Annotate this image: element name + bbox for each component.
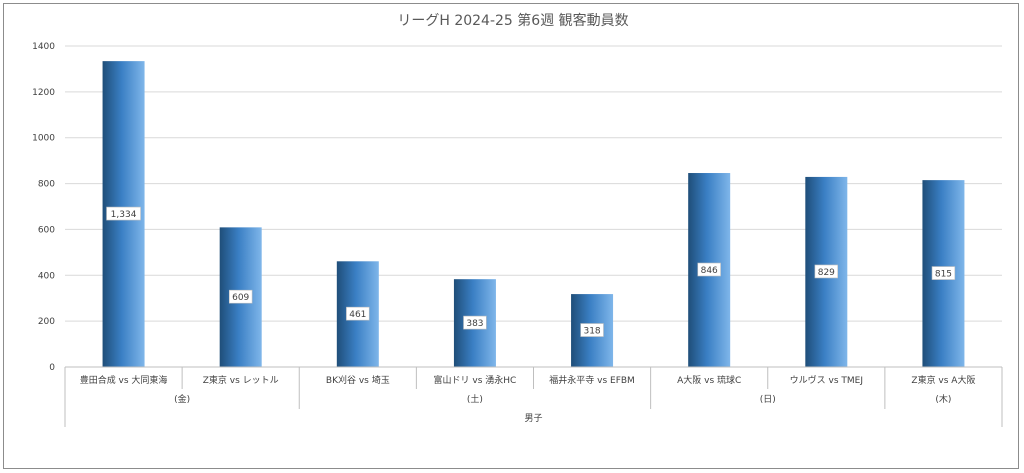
data-label: 1,334 bbox=[111, 210, 137, 220]
y-tick-label: 1400 bbox=[32, 42, 55, 52]
day-group-label: (日) bbox=[760, 394, 776, 405]
day-group-label: (土) bbox=[467, 393, 483, 405]
y-tick-label: 1200 bbox=[32, 88, 55, 98]
data-label-box bbox=[106, 206, 141, 221]
category-label: Z東京 vs A大阪 bbox=[911, 374, 975, 386]
data-label-box bbox=[931, 266, 956, 280]
data-label-box bbox=[580, 323, 604, 337]
category-label: 富山ドリ vs 湧永HC bbox=[434, 374, 517, 386]
data-label-box bbox=[346, 306, 370, 321]
data-label: 383 bbox=[466, 319, 483, 329]
data-label: 815 bbox=[935, 270, 952, 280]
outer-group-label: 男子 bbox=[524, 413, 542, 424]
data-label-box bbox=[814, 264, 839, 279]
data-label-box bbox=[697, 262, 721, 277]
category-label: A大阪 vs 琉球C bbox=[677, 374, 741, 386]
data-label: 461 bbox=[349, 310, 366, 320]
y-tick-label: 400 bbox=[38, 271, 55, 281]
y-tick-label: 1000 bbox=[32, 134, 55, 144]
data-label: 846 bbox=[701, 266, 718, 276]
y-tick-label: 600 bbox=[38, 225, 55, 235]
chart-title: リーグH 2024-25 第6週 観客動員数 bbox=[397, 12, 628, 29]
y-tick-label: 200 bbox=[38, 317, 55, 327]
category-label: 豊田合成 vs 大同東海 bbox=[80, 374, 168, 386]
y-tick-label: 0 bbox=[49, 363, 55, 373]
chart-frame: リーグH 2024-25 第6週 観客動員数 1,334 609 461 383 318… bbox=[3, 3, 1019, 469]
day-group-label: (金) bbox=[174, 393, 190, 405]
day-group-label: (木) bbox=[935, 393, 951, 405]
data-label: 609 bbox=[232, 293, 249, 303]
chart-svg: リーグH 2024-25 第6週 観客動員数 1,334 609 461 383 318… bbox=[32, 12, 1003, 427]
data-label: 829 bbox=[818, 268, 835, 278]
y-tick-label: 800 bbox=[38, 180, 55, 190]
axis-layer: 0 200 400 600 800 1000 1200 1400 豊田合成 vs 大同東海 Z東京… bbox=[32, 42, 1003, 427]
category-label: ウルヴス vs TMEJ bbox=[790, 374, 863, 386]
grid-layer bbox=[65, 45, 1002, 322]
category-label: BK刈谷 vs 埼玉 bbox=[326, 374, 390, 386]
category-label: Z東京 vs レットル bbox=[203, 374, 279, 386]
bar-layer: 1,334 609 461 383 318 846 829 815 bbox=[102, 61, 965, 367]
data-label: 318 bbox=[583, 327, 600, 337]
data-label-box bbox=[463, 315, 487, 330]
category-label: 福井永平寺 vs EFBM bbox=[549, 374, 635, 386]
data-label-box bbox=[228, 289, 253, 304]
